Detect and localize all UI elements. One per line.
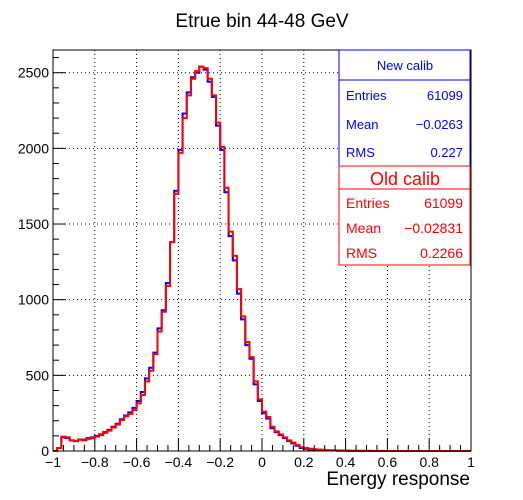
x-tick-labels: −1 −0.8 −0.6 −0.4 −0.2 0 0.2 0.4 0.6 0.8 1 <box>45 454 475 470</box>
stats-new-entries-label: Entries <box>346 88 387 103</box>
y-tick-label: 1500 <box>18 216 49 232</box>
x-tick-label: 1 <box>467 454 475 470</box>
axis-ticks <box>52 57 472 452</box>
stats-old-entries-label: Entries <box>346 195 390 211</box>
y-tick-label: 500 <box>26 367 50 383</box>
y-tick-label: 1000 <box>18 292 49 308</box>
chart-title: Etrue bin 44-48 GeV <box>175 11 349 32</box>
x-tick-label: 0.2 <box>294 454 314 470</box>
stats-new-mean-value: −0.0263 <box>416 117 463 132</box>
stats-new-rms-value: 0.227 <box>430 145 463 160</box>
stats-old-rms-label: RMS <box>346 245 377 261</box>
x-tick-label: 0.6 <box>378 454 398 470</box>
x-tick-label: −0.4 <box>165 454 193 470</box>
stats-box-old: Old calib Entries 61099 Mean −0.02831 RM… <box>338 165 471 266</box>
stats-old-mean-label: Mean <box>346 220 381 236</box>
x-tick-label: −1 <box>45 454 61 470</box>
stats-new-title: New calib <box>377 58 433 73</box>
y-tick-label: 2000 <box>18 140 49 156</box>
x-tick-label: 0.4 <box>336 454 356 470</box>
x-tick-label: −0.6 <box>123 454 151 470</box>
stats-new-mean-label: Mean <box>346 117 379 132</box>
x-axis-label: Energy response <box>326 469 470 490</box>
stats-old-title: Old calib <box>370 169 440 189</box>
stats-new-entries-value: 61099 <box>427 88 463 103</box>
y-tick-label: 2500 <box>18 65 49 81</box>
y-tick-label: 0 <box>41 443 49 459</box>
stats-old-mean-value: −0.02831 <box>404 220 463 236</box>
stats-old-entries-value: 61099 <box>424 195 463 211</box>
stats-old-rms-value: 0.2266 <box>420 245 463 261</box>
stats-box-new: New calib Entries 61099 Mean −0.0263 RMS… <box>338 49 471 167</box>
stats-new-rms-label: RMS <box>346 145 375 160</box>
x-tick-label: 0.8 <box>419 454 439 470</box>
y-tick-labels: 0 500 1000 1500 2000 2500 <box>18 65 49 459</box>
x-tick-label: −0.2 <box>206 454 234 470</box>
x-tick-label: −0.8 <box>81 454 109 470</box>
x-tick-label: 0 <box>258 454 266 470</box>
